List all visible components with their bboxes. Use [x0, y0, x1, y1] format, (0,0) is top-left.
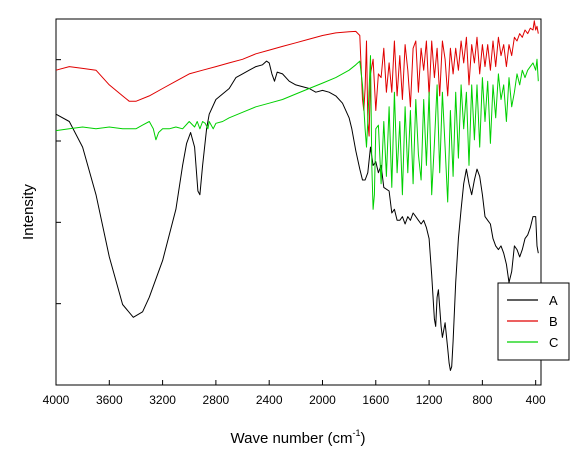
legend-label-A: A — [549, 293, 558, 308]
x-tick-label: 2400 — [256, 393, 283, 407]
x-axis-title-main: Wave number (cm — [231, 430, 353, 447]
x-axis-title-close: ) — [361, 430, 366, 447]
x-tick-label: 2800 — [203, 393, 230, 407]
series-line-C — [55, 55, 539, 210]
legend-label-C: C — [549, 335, 558, 350]
x-axis-title-superscript: -1 — [352, 428, 360, 438]
y-axis-ticks — [56, 59, 61, 305]
x-tick-label: 1600 — [362, 393, 389, 407]
legend-label-B: B — [549, 314, 558, 329]
x-axis-ticks: 4000 3600 3200 2800 2400 2000 1600 1200 800 400 — [43, 380, 546, 407]
x-tick-label: 400 — [526, 393, 546, 407]
x-tick-label: 3200 — [149, 393, 176, 407]
y-axis-title: Intensity — [20, 184, 37, 240]
x-tick-label: 800 — [472, 393, 492, 407]
series-line-B — [55, 20, 539, 137]
x-tick-label: 2000 — [309, 393, 336, 407]
x-tick-label: 1200 — [416, 393, 443, 407]
x-tick-label: 3600 — [96, 393, 123, 407]
plot-frame — [55, 18, 542, 386]
series-line-A — [55, 60, 539, 371]
x-axis-title: Wave number (cm-1) — [231, 428, 366, 447]
legend: ABC — [497, 282, 570, 361]
x-tick-label: 4000 — [43, 393, 70, 407]
series-layer — [55, 20, 539, 371]
